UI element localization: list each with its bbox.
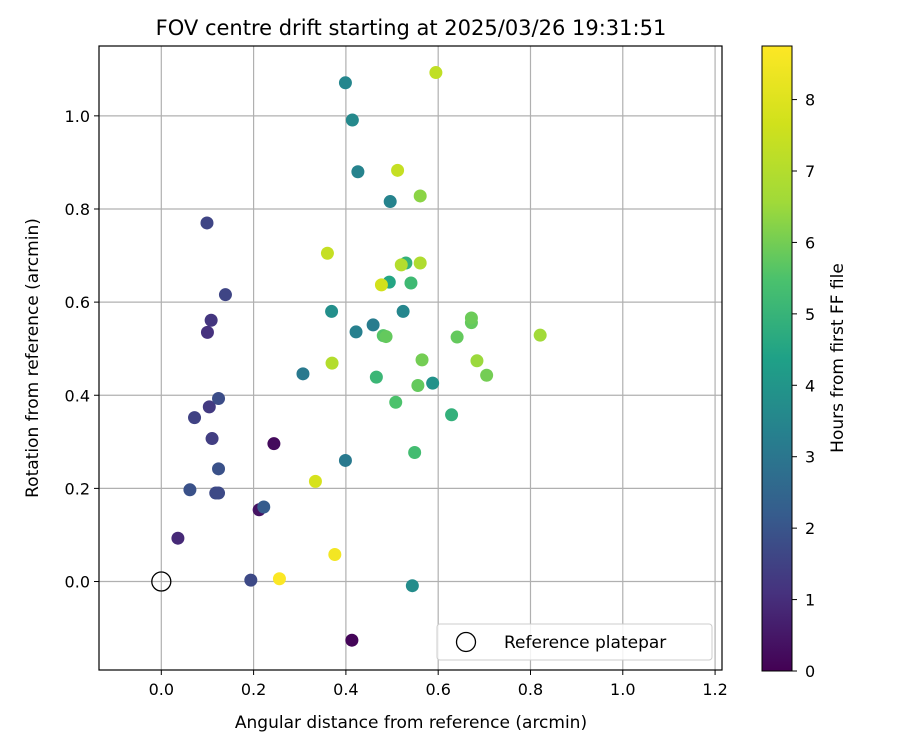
x-tick-label: 0.8 bbox=[518, 680, 543, 699]
x-tick-label: 0.4 bbox=[333, 680, 358, 699]
data-point bbox=[413, 189, 427, 203]
data-point bbox=[464, 311, 478, 325]
data-point bbox=[345, 633, 359, 647]
x-tick-label: 0.0 bbox=[149, 680, 174, 699]
data-point bbox=[408, 446, 422, 460]
y-tick-label: 0.2 bbox=[65, 479, 90, 498]
y-tick-label: 0.0 bbox=[65, 573, 90, 592]
data-point bbox=[383, 195, 397, 209]
y-tick-label: 0.6 bbox=[65, 293, 90, 312]
y-axis-ticks: 0.0 0.2 0.4 0.6 0.8 1.0 bbox=[65, 107, 99, 592]
y-tick-label: 1.0 bbox=[65, 107, 90, 126]
data-point bbox=[413, 256, 427, 270]
data-point bbox=[369, 370, 383, 384]
data-point bbox=[374, 278, 388, 292]
x-axis-label: Angular distance from reference (arcmin) bbox=[235, 713, 587, 733]
data-point bbox=[325, 304, 339, 318]
colorbar-gradient bbox=[761, 45, 793, 672]
data-point bbox=[396, 304, 410, 318]
data-point bbox=[389, 395, 403, 409]
legend-reference-marker bbox=[455, 631, 477, 653]
reference-marker bbox=[151, 571, 172, 592]
colorbar-tick-label: 7 bbox=[805, 162, 815, 181]
data-point bbox=[183, 483, 197, 497]
colorbar-tick-label: 2 bbox=[805, 519, 815, 538]
legend-label: Reference platepar bbox=[504, 633, 666, 653]
data-point bbox=[391, 163, 405, 177]
colorbar-tick-label: 5 bbox=[805, 305, 815, 324]
x-axis-ticks: 0.0 0.2 0.4 0.6 0.8 1.0 1.2 bbox=[149, 670, 728, 699]
colorbar-ticks: 0 1 2 3 4 5 6 7 8 bbox=[792, 91, 815, 681]
colorbar-tick-label: 8 bbox=[805, 91, 815, 110]
chart-title: FOV centre drift starting at 2025/03/26 … bbox=[156, 16, 667, 40]
data-point bbox=[450, 330, 464, 344]
data-point bbox=[338, 76, 352, 90]
reference-marker-layer bbox=[151, 571, 172, 592]
data-point bbox=[404, 276, 418, 290]
data-point bbox=[218, 288, 232, 302]
data-point bbox=[267, 437, 281, 451]
data-point bbox=[202, 400, 216, 414]
colorbar-tick-label: 4 bbox=[805, 376, 815, 395]
data-point bbox=[200, 325, 214, 339]
x-tick-label: 1.2 bbox=[702, 680, 727, 699]
data-point bbox=[171, 531, 185, 545]
data-point bbox=[205, 432, 219, 446]
data-point bbox=[272, 572, 286, 586]
data-point bbox=[405, 579, 419, 593]
data-point bbox=[411, 378, 425, 392]
data-point bbox=[379, 330, 393, 344]
data-point bbox=[349, 325, 363, 339]
data-point bbox=[426, 376, 440, 390]
data-point bbox=[429, 66, 443, 80]
data-point bbox=[212, 392, 226, 406]
data-point bbox=[212, 486, 226, 500]
x-tick-label: 0.6 bbox=[425, 680, 450, 699]
data-point bbox=[188, 411, 202, 425]
colorbar-tick-label: 6 bbox=[805, 233, 815, 252]
grid-lines bbox=[99, 46, 722, 670]
data-point bbox=[533, 328, 547, 342]
data-point bbox=[257, 500, 271, 514]
data-point bbox=[200, 216, 214, 230]
legend: Reference platepar bbox=[436, 623, 713, 661]
scatter-points bbox=[171, 66, 547, 647]
data-point bbox=[345, 113, 359, 127]
colorbar-tick-label: 0 bbox=[805, 662, 815, 681]
colorbar: 0 1 2 3 4 5 6 7 8 Hours from first FF file bbox=[761, 45, 848, 681]
x-tick-label: 1.0 bbox=[610, 680, 635, 699]
data-point bbox=[480, 368, 494, 382]
data-point bbox=[328, 548, 342, 562]
data-point bbox=[212, 462, 226, 476]
x-tick-label: 0.2 bbox=[241, 680, 266, 699]
data-point bbox=[470, 354, 484, 368]
colorbar-tick-label: 3 bbox=[805, 448, 815, 467]
data-point bbox=[338, 453, 352, 467]
data-point bbox=[394, 258, 408, 272]
data-point bbox=[366, 318, 380, 332]
y-tick-label: 0.4 bbox=[65, 386, 90, 405]
data-point bbox=[415, 353, 429, 367]
plot-frame bbox=[98, 45, 723, 671]
colorbar-tick-label: 1 bbox=[805, 591, 815, 610]
data-point bbox=[351, 165, 365, 179]
data-point bbox=[244, 573, 258, 587]
data-point bbox=[445, 408, 459, 422]
data-point bbox=[204, 313, 218, 327]
y-tick-label: 0.8 bbox=[65, 200, 90, 219]
y-axis-label: Rotation from reference (arcmin) bbox=[23, 218, 43, 498]
data-point bbox=[325, 356, 339, 370]
data-point bbox=[296, 367, 310, 381]
data-point bbox=[308, 474, 322, 488]
legend-box bbox=[436, 623, 713, 661]
colorbar-label: Hours from first FF file bbox=[828, 263, 848, 453]
data-point bbox=[320, 246, 334, 260]
